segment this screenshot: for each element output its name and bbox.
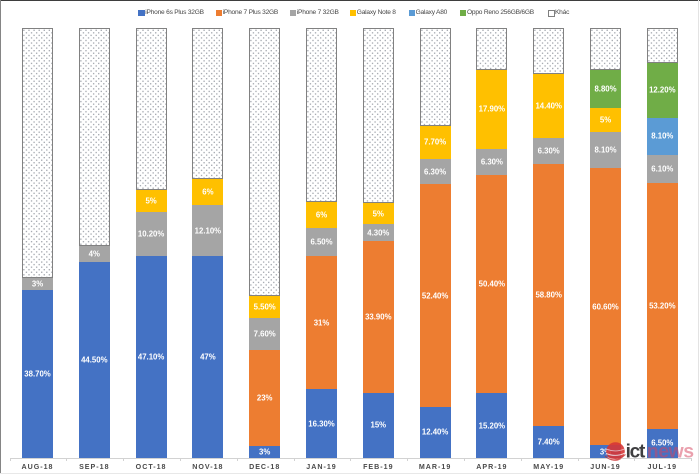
svg-text:ict: ict xyxy=(626,441,646,462)
svg-text:news: news xyxy=(647,440,694,462)
